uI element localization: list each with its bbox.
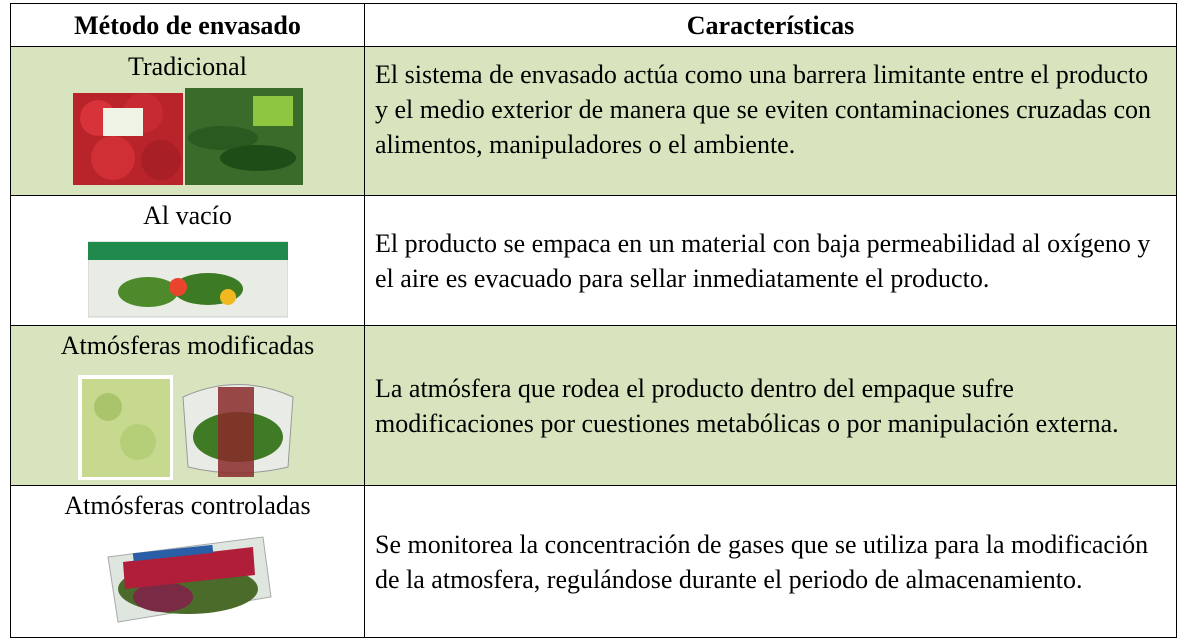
description-cell: La atmósfera que rodea el producto dentr… bbox=[364, 325, 1177, 486]
image bbox=[87, 241, 288, 318]
image bbox=[77, 375, 294, 480]
header-row: Método de envasado Características bbox=[10, 3, 1177, 47]
header-cell: Método de envasado bbox=[10, 3, 365, 47]
image bbox=[72, 88, 303, 185]
method-cell: Atmósferas controladas bbox=[10, 485, 365, 638]
description-cell: Se monitorea la concentración de gases q… bbox=[364, 485, 1177, 638]
method-cell: Atmósferas modificadas bbox=[10, 325, 365, 486]
packaging-table: Método de envasado Características Tradi… bbox=[10, 3, 1177, 638]
method-cell: Al vacío bbox=[10, 195, 365, 326]
row: Tradicional El sistema de envasado actúa… bbox=[10, 46, 1177, 196]
row: Atmósferas controladas Se monitorea la c… bbox=[10, 485, 1177, 638]
description-cell: El producto se empaca en un material con… bbox=[364, 195, 1177, 326]
description-cell: El sistema de envasado actúa como una ba… bbox=[364, 46, 1177, 196]
header-cell: Características bbox=[364, 3, 1177, 47]
method-label: Tradicional bbox=[128, 52, 247, 81]
row: Al vacío El producto se empaca en un mat… bbox=[10, 195, 1177, 326]
method-label: Al vacío bbox=[143, 201, 232, 230]
method-label: Atmósferas controladas bbox=[64, 491, 311, 520]
method-label: Atmósferas modificadas bbox=[60, 331, 315, 360]
row: Atmósferas modificadas La atmósfera que … bbox=[10, 325, 1177, 486]
image bbox=[106, 536, 272, 623]
method-cell: Tradicional bbox=[10, 46, 365, 196]
